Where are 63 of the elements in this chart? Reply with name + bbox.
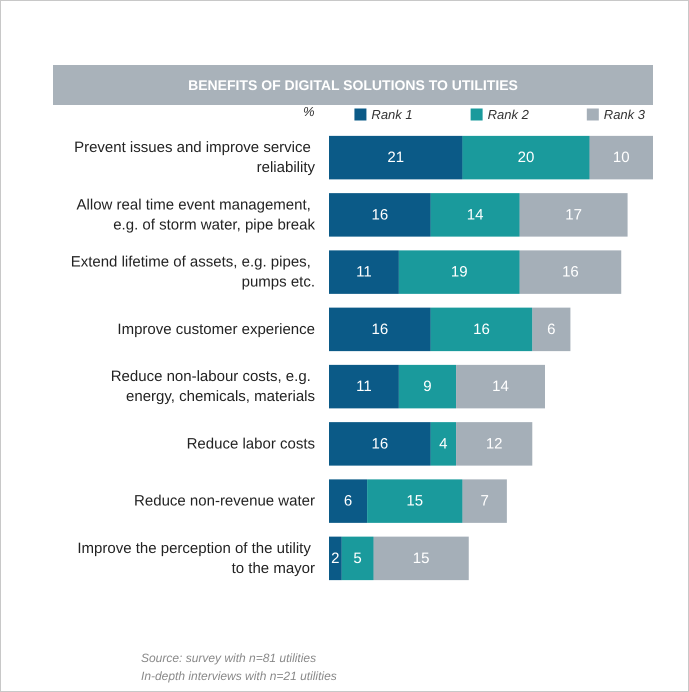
data-label: 14: [492, 378, 509, 396]
data-label: 16: [562, 264, 579, 281]
y-tick-label: Prevent issues and improve service reliability: [74, 139, 316, 176]
data-label: 21: [387, 149, 404, 166]
data-label: 9: [423, 378, 432, 396]
bar: [462, 136, 590, 180]
bar: [589, 136, 653, 180]
data-label: 7: [480, 492, 489, 510]
data-label: 10: [612, 149, 630, 166]
y-tick-label: Improve customer experience: [117, 320, 315, 338]
legend-title: %: [303, 104, 315, 119]
data-label: 4: [439, 435, 448, 452]
legend-label: Rank 3: [604, 107, 646, 122]
y-tick-label: Reduce labor costs: [186, 435, 315, 452]
data-label: 11: [356, 378, 372, 396]
data-label: 12: [486, 435, 503, 452]
bar: [329, 479, 368, 523]
bar: [329, 193, 431, 237]
bar: [456, 364, 545, 408]
y-tick-label: Reduce non-revenue water: [134, 492, 315, 510]
bar: [398, 364, 456, 408]
data-label: 16: [473, 320, 490, 338]
bar: [398, 250, 520, 294]
bar: [329, 250, 399, 294]
bar: [329, 422, 431, 466]
data-label: 6: [344, 492, 352, 510]
y-tick-label: Reduce non-labour costs, e.g. energy, chemicals, materials: [110, 368, 315, 406]
text: In-depth interviews with n=21 utilities: [141, 668, 337, 685]
data-label: 11: [356, 264, 372, 281]
data-label: 14: [466, 206, 484, 224]
bar: [329, 136, 462, 180]
data-label: 2: [331, 550, 340, 567]
y-tick-label: Improve the perception of the utility to the mayor: [77, 540, 315, 577]
bar: [430, 308, 532, 352]
data-label: 5: [353, 550, 362, 567]
chart-title: BENEFITS OF DIGITAL SOLUTIONS TO UTILITIES: [53, 65, 653, 105]
bar: [456, 422, 532, 466]
bar: [373, 536, 469, 580]
bar: [329, 308, 431, 352]
data-label: 15: [412, 550, 430, 567]
y-tick-label: Extend lifetime of assets, e.g. pipes, pumps etc.: [70, 254, 315, 291]
data-label: 17: [565, 206, 582, 224]
data-label: 6: [547, 320, 556, 338]
bar: [532, 308, 570, 352]
source-note: Source: survey with n=81 utilities: [141, 650, 318, 667]
data-label: 19: [450, 264, 468, 281]
bar: [430, 422, 456, 466]
bar: [430, 193, 520, 237]
data-label: 16: [371, 320, 388, 338]
data-label: 16: [371, 206, 388, 224]
legend-label: Rank 2: [488, 107, 530, 122]
bar: [329, 364, 399, 408]
bar: [329, 536, 342, 580]
bar: [462, 479, 507, 523]
bar: [342, 536, 374, 580]
data-label: 20: [518, 149, 534, 166]
data-label: 15: [406, 492, 424, 510]
bar: [520, 250, 622, 294]
data-label: 16: [371, 435, 388, 452]
bar: [520, 193, 628, 237]
y-tick-label: Allow real time event management, e.g. of storm water, pipe break: [76, 196, 316, 234]
legend-label: Rank 1: [371, 107, 413, 122]
bar: [367, 479, 462, 523]
